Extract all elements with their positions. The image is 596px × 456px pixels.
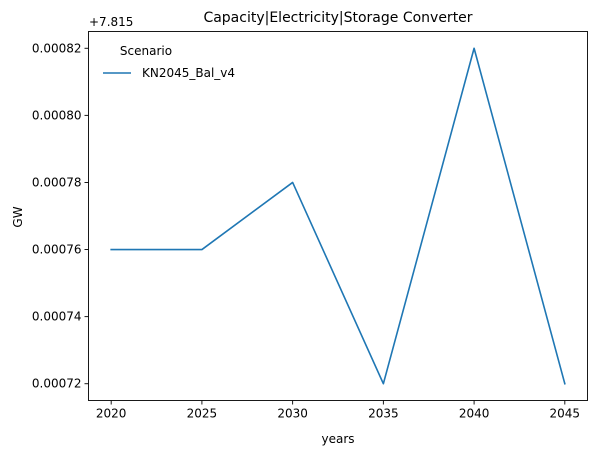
legend: Scenario KN2045_Bal_v4 — [103, 44, 235, 80]
series-line-0 — [110, 47, 566, 385]
y-tick-label: 0.00082 — [32, 41, 82, 55]
x-tick-label: 2045 — [550, 407, 581, 421]
y-tick-label: 0.00072 — [32, 377, 82, 391]
chart-title: Capacity|Electricity|Storage Converter — [203, 10, 472, 26]
y-offset-label: +7.815 — [89, 15, 133, 29]
x-tick-label: 2025 — [187, 407, 218, 421]
y-tick-label: 0.00078 — [32, 175, 82, 189]
y-tick-label: 0.00074 — [32, 310, 82, 324]
y-tick-label: 0.00080 — [32, 108, 82, 122]
y-axis-label: GW — [11, 206, 25, 227]
x-tick-label: 2030 — [277, 407, 308, 421]
x-tick-label: 2035 — [368, 407, 399, 421]
plot-frame — [88, 31, 588, 401]
x-tick-label: 2020 — [96, 407, 127, 421]
x-tick-label: 2040 — [459, 407, 490, 421]
legend-series-label: KN2045_Bal_v4 — [142, 66, 235, 80]
x-axis-label: years — [321, 432, 354, 446]
legend-title: Scenario — [120, 44, 172, 58]
y-tick-label: 0.00076 — [32, 243, 82, 257]
